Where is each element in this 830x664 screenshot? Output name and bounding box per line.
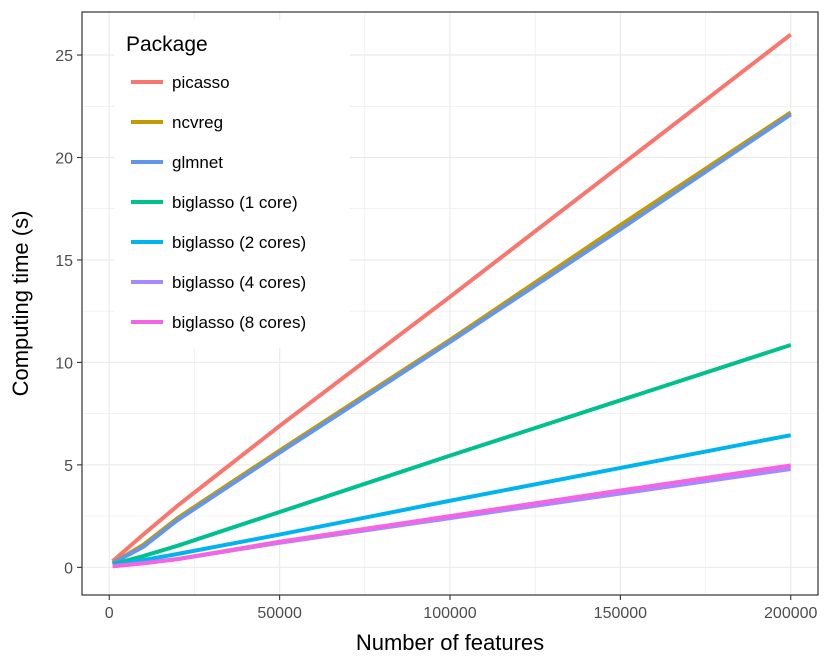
legend-item: picasso bbox=[131, 73, 230, 92]
y-tick-label: 5 bbox=[64, 458, 73, 475]
y-axis-ticks: 0 5 10 15 20 25 bbox=[55, 48, 82, 577]
legend-item-label: ncvreg bbox=[172, 113, 223, 132]
legend-items: picasso ncvreg glmnet biglasso (1 core) bigl… bbox=[131, 73, 306, 332]
series-line-biglasso-8-cores bbox=[112, 463, 792, 569]
x-axis-title: Number of features bbox=[356, 630, 544, 655]
x-tick-label: 150000 bbox=[594, 605, 647, 622]
legend-item-label: biglasso (8 cores) bbox=[172, 313, 306, 332]
y-tick-label: 15 bbox=[55, 253, 73, 270]
y-axis-title: Computing time (s) bbox=[8, 211, 33, 397]
series-lines bbox=[111, 32, 792, 569]
y-tick-label: 20 bbox=[55, 150, 73, 167]
x-tick-label: 100000 bbox=[423, 605, 476, 622]
series-line-biglasso-1-core bbox=[112, 343, 792, 567]
y-tick-label: 25 bbox=[55, 48, 73, 65]
series-line-biglasso-2-cores bbox=[112, 433, 792, 568]
legend-item: biglasso (1 core) bbox=[131, 193, 298, 212]
legend-item-label: glmnet bbox=[172, 153, 223, 172]
legend-item: biglasso (4 cores) bbox=[131, 273, 306, 292]
legend-title: Package bbox=[126, 33, 208, 56]
series-line-picasso bbox=[111, 32, 792, 563]
legend-item-label: biglasso (2 cores) bbox=[172, 233, 306, 252]
legend: Package picasso ncvreg glmnet biglasso (1 c… bbox=[114, 20, 350, 348]
y-tick-label: 0 bbox=[64, 560, 73, 577]
legend-item: biglasso (2 cores) bbox=[131, 233, 306, 252]
series-line-glmnet bbox=[111, 112, 792, 566]
y-tick-label: 10 bbox=[55, 355, 73, 372]
legend-item-label: picasso bbox=[172, 73, 230, 92]
legend-background bbox=[114, 20, 350, 348]
legend-item: biglasso (8 cores) bbox=[131, 313, 306, 332]
legend-item-label: biglasso (4 cores) bbox=[172, 273, 306, 292]
legend-item: ncvreg bbox=[131, 113, 223, 132]
x-tick-label: 200000 bbox=[764, 605, 817, 622]
x-axis-ticks: 0 50000 100000 150000 200000 bbox=[105, 595, 818, 622]
x-tick-label: 50000 bbox=[257, 605, 302, 622]
x-tick-label: 0 bbox=[105, 605, 114, 622]
legend-item: glmnet bbox=[131, 153, 223, 172]
legend-item-label: biglasso (1 core) bbox=[172, 193, 298, 212]
